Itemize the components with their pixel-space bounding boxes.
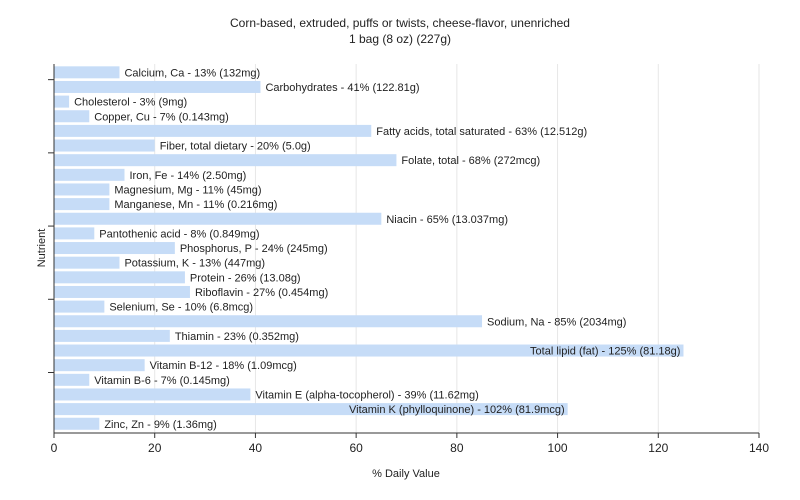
- bar-label: Iron, Fe - 14% (2.50mg): [130, 170, 247, 182]
- bar-label: Vitamin B-6 - 7% (0.145mg): [94, 375, 230, 387]
- bar: [54, 139, 155, 152]
- bar: [54, 373, 90, 386]
- bar: [54, 198, 110, 211]
- bar: [54, 256, 120, 269]
- x-tick-label: 120: [648, 441, 668, 455]
- x-tick-label: 20: [148, 441, 162, 455]
- x-axis-title: % Daily Value: [372, 468, 440, 480]
- bar: [54, 110, 90, 123]
- x-tick-label: 140: [749, 441, 769, 455]
- x-tick-label: 100: [548, 441, 568, 455]
- bar-label: Vitamin E (alpha-tocopherol) - 39% (11.6…: [255, 389, 478, 401]
- bar: [54, 344, 684, 357]
- bar-label: Selenium, Se - 10% (6.8mcg): [109, 302, 253, 314]
- bar: [54, 168, 125, 181]
- chart-title-block: Corn-based, extruded, puffs or twists, c…: [0, 15, 800, 47]
- bar-label: Thiamin - 23% (0.352mg): [175, 331, 299, 343]
- bar: [54, 124, 372, 137]
- bar-label: Sodium, Na - 85% (2034mg): [487, 316, 626, 328]
- bar-label: Fiber, total dietary - 20% (5.0g): [160, 141, 311, 153]
- x-tick-label: 80: [450, 441, 464, 455]
- bar-label: Total lipid (fat) - 125% (81.18g): [530, 346, 680, 358]
- bar: [54, 242, 175, 255]
- bar-label: Phosphorus, P - 24% (245mg): [180, 243, 328, 255]
- bar: [54, 227, 95, 240]
- bar: [54, 212, 382, 225]
- bar: [54, 95, 70, 108]
- bar-label: Potassium, K - 13% (447mg): [124, 258, 265, 270]
- x-tick-label: 60: [349, 441, 363, 455]
- bar: [54, 315, 483, 328]
- bar: [54, 271, 185, 284]
- bar: [54, 329, 170, 342]
- bar-label: Protein - 26% (13.08g): [190, 272, 301, 284]
- bar: [54, 66, 120, 79]
- bar: [54, 300, 105, 313]
- chart-title: Corn-based, extruded, puffs or twists, c…: [230, 16, 570, 30]
- bar-label: Fatty acids, total saturated - 63% (12.5…: [376, 126, 587, 138]
- bar-label: Manganese, Mn - 11% (0.216mg): [114, 199, 277, 211]
- chart-subtitle: 1 bag (8 oz) (227g): [348, 32, 452, 46]
- bar-label: Folate, total - 68% (272mcg): [401, 155, 540, 167]
- x-tick-label: 0: [51, 441, 58, 455]
- bar: [54, 359, 145, 372]
- bar-label: Copper, Cu - 7% (0.143mg): [94, 111, 229, 123]
- bar: [54, 285, 190, 298]
- bar-label: Zinc, Zn - 9% (1.36mg): [104, 419, 216, 431]
- bar: [54, 80, 261, 93]
- bar: [54, 388, 251, 401]
- bar: [54, 417, 100, 430]
- bar-label: Carbohydrates - 41% (122.81g): [265, 82, 419, 94]
- y-axis-title: Nutrient: [36, 229, 48, 268]
- bar: [54, 403, 568, 416]
- bars: Calcium, Ca - 13% (132mg) Carbohydrates -…: [54, 66, 684, 431]
- axes: 0 20 40 60 80 100 120 140: [48, 64, 769, 455]
- bar: [54, 183, 110, 196]
- bar-label: Vitamin K (phylloquinone) - 102% (81.9mc…: [349, 404, 565, 416]
- bar-label: Riboflavin - 27% (0.454mg): [195, 287, 328, 299]
- bar-label: Cholesterol - 3% (9mg): [74, 97, 187, 109]
- bar-label: Vitamin B-12 - 18% (1.09mcg): [150, 360, 297, 372]
- bar-label: Pantothenic acid - 8% (0.849mg): [99, 228, 259, 240]
- bar-label: Magnesium, Mg - 11% (45mg): [114, 184, 261, 196]
- bar-label: Calcium, Ca - 13% (132mg): [124, 67, 260, 79]
- bar-label: Niacin - 65% (13.037mg): [386, 214, 508, 226]
- x-tick-label: 40: [249, 441, 263, 455]
- bar: [54, 154, 397, 167]
